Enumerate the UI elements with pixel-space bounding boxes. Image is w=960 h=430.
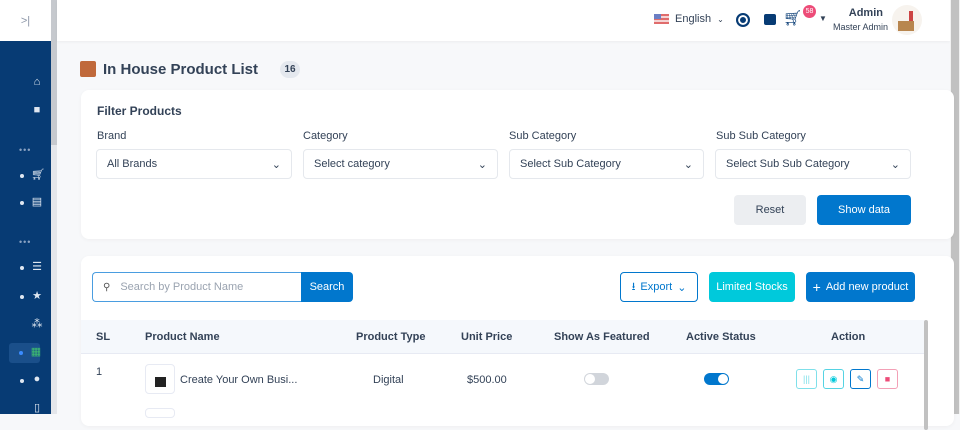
avatar[interactable] [892, 5, 922, 35]
column-header-unit-price: Unit Price [461, 331, 513, 343]
product-name-link[interactable]: Create Your Own Busi... [180, 374, 298, 386]
chevron-down-icon: ⌄ [477, 158, 487, 171]
filter-icon: ☰ [32, 261, 42, 273]
sub-category-label: Sub Category [509, 130, 577, 142]
export-button[interactable]: ⭳ Export ⌄ [620, 272, 698, 302]
trash-icon: ■ [884, 374, 891, 384]
product-thumbnail[interactable] [145, 408, 175, 418]
brand-label: Brand [97, 130, 127, 142]
product-box-icon [80, 61, 96, 77]
show-data-button[interactable]: Show data [817, 195, 911, 225]
sub-category-select[interactable]: Select Sub Category ⌄ [509, 149, 704, 179]
product-type: Digital [373, 374, 404, 386]
download-icon: ⭳ [631, 280, 636, 293]
column-header-product-type: Product Type [356, 331, 426, 343]
us-flag-icon [654, 14, 669, 24]
view-button[interactable]: ◉ [823, 369, 844, 389]
message-icon[interactable] [764, 14, 776, 25]
table-scrollbar[interactable] [924, 320, 928, 430]
sub-sub-category-label: Sub Sub Category [716, 130, 806, 142]
column-header-active-status: Active Status [686, 331, 756, 343]
page-scrollbar[interactable] [950, 0, 960, 414]
column-header-action: Action [831, 331, 866, 343]
search-input[interactable]: ⚲ Search by Product Name [92, 272, 302, 302]
sidebar-item-support[interactable]: ● [0, 371, 51, 391]
sitemap-icon: ⁂ [31, 318, 43, 330]
user-name[interactable]: Admin [848, 7, 883, 19]
chevron-down-icon: ⌄ [271, 158, 281, 171]
barcode-icon: ||| [802, 374, 810, 384]
filter-title: Filter Products [97, 104, 182, 118]
sidebar-item-categories[interactable]: ☰ [0, 258, 51, 278]
featured-toggle[interactable] [584, 373, 609, 385]
eye-icon: ◉ [829, 373, 838, 384]
sidebar-item-inhouse-products[interactable]: ▦ [9, 343, 42, 363]
sidebar-item-pos[interactable]: ■ [0, 102, 51, 122]
column-header-sl: SL [96, 331, 111, 343]
cart-icon: 🛒︎ [31, 169, 45, 181]
bag-icon: ■ [33, 104, 41, 116]
top-header: English ⌄ 🛒︎ 58 ▼ Admin Master Admin [57, 0, 950, 41]
product-thumbnail[interactable] [145, 364, 175, 394]
sidebar-item-orders[interactable]: 🛒︎ [0, 166, 51, 186]
clipboard-icon: ▯ [33, 402, 41, 414]
globe-icon[interactable] [736, 13, 750, 27]
table-header-row [81, 320, 924, 354]
active-status-toggle[interactable] [704, 373, 729, 385]
cart-icon[interactable]: 🛒︎ [783, 10, 803, 27]
edit-button[interactable]: ✎ [850, 369, 871, 389]
row-sl: 1 [96, 366, 103, 378]
page-title: In House Product List [103, 61, 259, 78]
sidebar-item-reports[interactable]: ▯ [0, 399, 51, 419]
home-icon: ⌂ [33, 76, 41, 88]
brand-select[interactable]: All Brands ⌄ [96, 149, 292, 179]
sidebar-item-dashboard[interactable]: ⌂ [0, 74, 51, 94]
sidebar-item-brands[interactable]: ★ [0, 287, 51, 307]
star-icon: ★ [32, 290, 42, 302]
sidebar-toggle[interactable]: >| [0, 0, 51, 41]
sub-sub-category-select[interactable]: Select Sub Sub Category ⌄ [715, 149, 911, 179]
cart-count-badge: 58 [803, 5, 816, 18]
product-count-badge: 16 [280, 61, 300, 78]
unit-price: $500.00 [467, 374, 507, 386]
store-icon: ▦ [30, 346, 42, 358]
chevron-down-icon: ⌄ [890, 158, 900, 171]
category-select[interactable]: Select category ⌄ [303, 149, 498, 179]
user-role: Master Admin [833, 22, 889, 32]
search-button[interactable]: Search [301, 272, 353, 302]
column-header-product-name: Product Name [145, 331, 220, 343]
limited-stocks-button[interactable]: Limited Stocks [709, 272, 795, 302]
chevron-down-icon: ⌄ [717, 14, 724, 24]
chevron-down-icon: ⌄ [683, 158, 693, 171]
sidebar: ⌂ ■ ••• 🛒︎ ▤ ••• ☰ ★ ⁂ ▦ ● ▯ [0, 41, 51, 414]
category-label: Category [303, 130, 348, 142]
language-label: English [675, 13, 712, 25]
filter-card: Filter Products Brand All Brands ⌄ Catego… [81, 90, 954, 239]
caret-down-icon[interactable]: ▼ [819, 14, 827, 23]
chevron-down-icon: ⌄ [677, 281, 687, 294]
search-icon: ⚲ [103, 281, 111, 293]
sidebar-separator: ••• [19, 145, 32, 155]
language-selector[interactable]: English ⌄ [654, 13, 724, 25]
support-icon: ● [33, 373, 41, 385]
search-placeholder: Search by Product Name [120, 281, 244, 293]
plus-icon: + [812, 279, 821, 295]
product-table-card: ⚲ Search by Product Name Search ⭳ Export ⌄… [81, 256, 954, 430]
sidebar-item-attributes[interactable]: ⁂ [0, 315, 51, 335]
sidebar-item-refunds[interactable]: ▤ [0, 193, 51, 213]
reset-button[interactable]: Reset [734, 195, 806, 225]
delete-button[interactable]: ■ [877, 369, 898, 389]
document-icon: ▤ [31, 196, 43, 208]
sidebar-scrollbar[interactable] [51, 0, 57, 414]
barcode-button[interactable]: ||| [796, 369, 817, 389]
column-header-featured: Show As Featured [554, 331, 650, 343]
add-new-product-button[interactable]: + Add new product [806, 272, 915, 302]
pencil-icon: ✎ [856, 373, 865, 384]
sidebar-separator: ••• [19, 237, 32, 247]
